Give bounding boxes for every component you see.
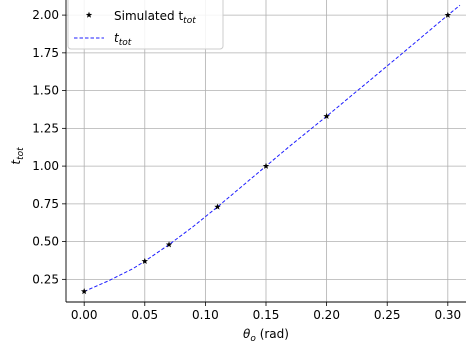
legend-entry-theory: ttot [114, 31, 132, 48]
data-point [214, 203, 221, 210]
y-axis-label-symbol: t [9, 159, 23, 165]
x-tick-label: 0.20 [313, 308, 340, 322]
series-theory-line [83, 4, 461, 292]
x-axis-label-subscript: o [250, 334, 256, 344]
legend-box [67, 0, 224, 50]
legend-star-marker [85, 11, 93, 18]
data-point [80, 288, 88, 295]
data-point [323, 112, 330, 120]
x-axis-label-symbol: θ [243, 327, 251, 341]
legend: Simulated ttot ttot [67, 0, 224, 50]
y-tick-label: 1.75 [32, 46, 59, 60]
y-tick-label: 1.25 [32, 121, 59, 135]
grid-lines [66, 0, 466, 302]
data-point [444, 11, 452, 18]
y-tick-label: 1.50 [32, 84, 59, 98]
x-axis-label: θo (rad) [243, 327, 289, 344]
x-tick-label: 0.05 [131, 308, 158, 322]
legend-entry-simulated: Simulated ttot [114, 9, 196, 26]
y-tick-label: 0.50 [32, 235, 59, 249]
legend-entry-simulated-name: Simulated t [114, 9, 183, 23]
data-point [165, 241, 173, 248]
x-tick-label: 0.10 [192, 308, 219, 322]
y-tick-label: 1.00 [32, 159, 59, 173]
x-tick-label: 0.25 [374, 308, 401, 322]
y-tick-label: 0.75 [32, 197, 59, 211]
x-ticks: 0.00 0.05 0.10 0.15 0.20 0.25 0.30 [71, 302, 461, 322]
data-point [141, 257, 149, 264]
data-point [262, 162, 270, 169]
legend-entry-theory-sub: tot [119, 38, 132, 48]
y-tick-label: 2.00 [32, 8, 59, 22]
legend-entry-simulated-sub: tot [183, 16, 196, 26]
theory-curve [83, 4, 461, 292]
x-axis-label-unit: (rad) [256, 327, 289, 341]
y-axis-label-subscript: tot [16, 147, 26, 160]
y-axis-label: ttot [9, 147, 26, 165]
y-ticks: 0.25 0.50 0.75 1.00 1.25 1.50 1.75 2.00 [32, 8, 66, 286]
y-tick-label: 0.25 [32, 272, 59, 286]
x-tick-label: 0.15 [253, 308, 280, 322]
x-tick-label: 0.30 [434, 308, 461, 322]
series-simulated-markers [80, 11, 452, 295]
legend-entry-theory-name: t [114, 31, 120, 45]
x-tick-label: 0.00 [71, 308, 98, 322]
